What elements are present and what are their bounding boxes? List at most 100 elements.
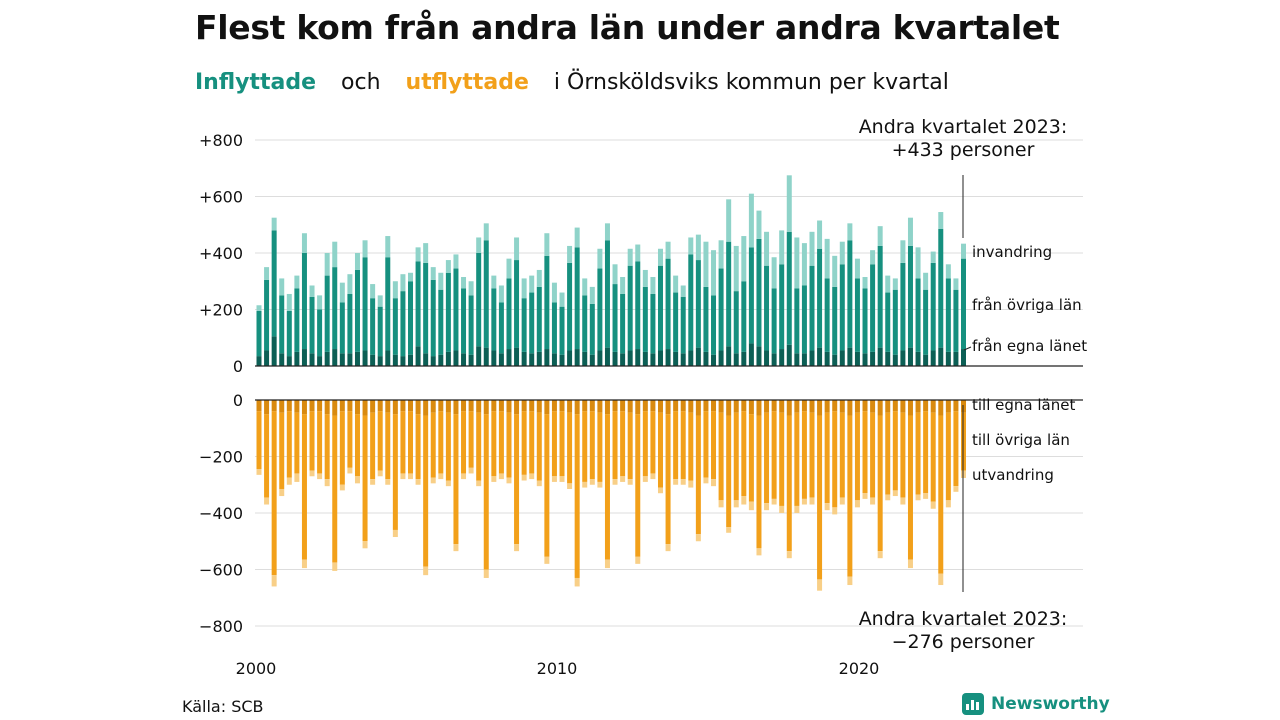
bar-in-invandring xyxy=(521,278,527,299)
bar-ut-egna xyxy=(574,400,580,415)
bar-ut-ovriga xyxy=(385,412,391,480)
bar-ut-egna xyxy=(771,400,777,412)
y-tick-label: −200 xyxy=(199,448,243,467)
bar-in-invandring xyxy=(559,292,565,307)
legend-in-invandring: invandring xyxy=(972,243,1052,261)
bar-in-invandring xyxy=(726,199,732,242)
bar-in-invandring xyxy=(582,278,588,296)
bar-in-invandring xyxy=(665,241,671,259)
bar-ut-utvandring xyxy=(324,479,330,487)
bar-ut-ovriga xyxy=(688,412,694,481)
bar-in-ovriga xyxy=(726,241,732,347)
bar-in-ovriga xyxy=(415,261,421,347)
bar-in-invandring xyxy=(491,275,497,289)
bar-ut-ovriga xyxy=(483,414,489,570)
bar-ut-utvandring xyxy=(650,473,656,480)
bar-in-egna xyxy=(907,347,913,366)
bar-ut-egna xyxy=(271,400,277,412)
bar-in-egna xyxy=(506,349,512,366)
bar-in-ovriga xyxy=(286,310,292,357)
bar-ut-ovriga xyxy=(650,411,656,474)
bar-in-egna xyxy=(627,350,633,366)
bar-in-ovriga xyxy=(559,306,565,355)
bar-in-invandring xyxy=(294,275,300,289)
bar-ut-ovriga xyxy=(423,415,429,567)
bar-in-invandring xyxy=(476,237,482,253)
bar-in-invandring xyxy=(461,277,467,289)
bar-ut-egna xyxy=(408,400,414,412)
bar-ut-utvandring xyxy=(506,477,512,484)
bar-in-ovriga xyxy=(688,254,694,351)
bar-in-egna xyxy=(286,356,292,366)
bar-in-egna xyxy=(582,351,588,366)
bar-ut-egna xyxy=(430,400,436,413)
bar-in-ovriga xyxy=(771,288,777,354)
bar-ut-ovriga xyxy=(309,411,315,471)
bar-ut-utvandring xyxy=(544,556,550,564)
bar-in-egna xyxy=(354,351,360,366)
bar-ut-egna xyxy=(915,400,921,413)
bar-in-invandring xyxy=(347,274,353,294)
bar-ut-ovriga xyxy=(673,411,679,480)
bar-ut-utvandring xyxy=(892,490,898,497)
bar-in-ovriga xyxy=(438,289,444,355)
bar-ut-utvandring xyxy=(286,477,292,485)
bar-in-ovriga xyxy=(854,278,860,352)
bar-ut-ovriga xyxy=(453,414,459,545)
bar-in-invandring xyxy=(445,260,451,273)
bar-in-egna xyxy=(400,356,406,366)
bar-in-ovriga xyxy=(680,296,686,354)
bar-in-ovriga xyxy=(574,247,580,350)
bar-in-egna xyxy=(453,350,459,366)
bar-ut-ovriga xyxy=(635,414,641,557)
bar-in-ovriga xyxy=(938,228,944,348)
bar-in-egna xyxy=(423,353,429,366)
bar-ut-utvandring xyxy=(597,481,603,488)
bar-in-ovriga xyxy=(408,281,414,355)
bar-in-egna xyxy=(574,349,580,366)
bar-ut-utvandring xyxy=(945,500,951,508)
bar-ut-ovriga xyxy=(392,414,398,530)
bar-in-ovriga xyxy=(779,264,785,350)
bar-in-ovriga xyxy=(514,260,520,348)
annotation-bottom-line1: Andra kvartalet 2023: xyxy=(859,608,1068,630)
bar-in-ovriga xyxy=(544,255,550,350)
bar-in-ovriga xyxy=(892,289,898,355)
bar-ut-egna xyxy=(544,400,550,415)
bar-in-ovriga xyxy=(491,288,497,351)
bar-ut-utvandring xyxy=(627,479,633,485)
bar-in-egna xyxy=(961,349,966,366)
bar-ut-utvandring xyxy=(642,476,648,482)
bar-in-invandring xyxy=(423,243,429,263)
bar-in-ovriga xyxy=(657,265,663,351)
bar-in-ovriga xyxy=(839,264,845,351)
bar-in-ovriga xyxy=(764,265,770,351)
bar-ut-egna xyxy=(256,400,262,412)
bar-ut-ovriga xyxy=(718,412,724,501)
bar-ut-egna xyxy=(892,400,898,412)
bar-in-invandring xyxy=(779,230,785,265)
bar-in-invandring xyxy=(301,233,307,253)
bar-ut-utvandring xyxy=(695,534,701,542)
bar-ut-ovriga xyxy=(294,412,300,474)
bar-in-ovriga xyxy=(453,268,459,351)
bar-in-invandring xyxy=(317,295,323,310)
bar-in-invandring xyxy=(854,258,860,279)
bar-in-ovriga xyxy=(392,298,398,355)
x-tick-label: 2000 xyxy=(236,659,277,678)
bar-ut-ovriga xyxy=(544,414,550,557)
bar-in-egna xyxy=(309,353,315,366)
bar-in-egna xyxy=(733,353,739,366)
bar-in-ovriga xyxy=(953,289,959,352)
bar-in-ovriga xyxy=(817,248,823,348)
bar-ut-egna xyxy=(597,400,603,413)
bar-ut-ovriga xyxy=(627,412,633,480)
bar-in-invandring xyxy=(567,245,573,263)
bar-in-egna xyxy=(536,351,542,366)
bar-ut-egna xyxy=(900,400,906,413)
bar-in-invandring xyxy=(938,212,944,229)
bar-in-egna xyxy=(604,347,610,366)
bar-in-ovriga xyxy=(809,265,815,351)
bar-in-invandring xyxy=(680,285,686,297)
bar-ut-utvandring xyxy=(953,486,959,492)
